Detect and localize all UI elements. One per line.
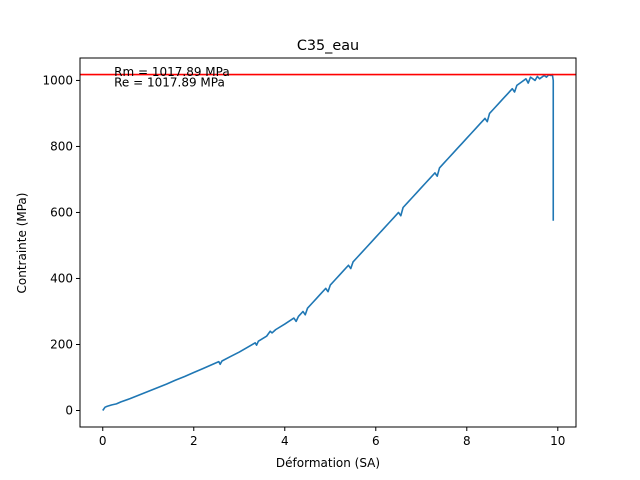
x-tick-label: 8 bbox=[463, 434, 471, 448]
x-tick-label: 0 bbox=[99, 434, 107, 448]
rm-annotation: Rm = 1017.89 MPa bbox=[114, 65, 230, 79]
x-tick-label: 10 bbox=[550, 434, 565, 448]
re-annotation: Re = 1017.89 MPa bbox=[114, 75, 225, 89]
chart-title: C35_eau bbox=[297, 38, 359, 54]
y-tick-label: 800 bbox=[50, 139, 73, 153]
y-tick-label: 0 bbox=[65, 403, 73, 417]
x-axis-title: Déformation (SA) bbox=[276, 456, 380, 470]
y-tick-label: 400 bbox=[50, 271, 73, 285]
y-axis-title: Contrainte (MPa) bbox=[15, 193, 29, 294]
x-tick-label: 4 bbox=[281, 434, 289, 448]
axes-frame bbox=[79, 57, 577, 428]
x-tick-label: 2 bbox=[190, 434, 198, 448]
series-line bbox=[102, 73, 555, 411]
x-tick-label: 6 bbox=[372, 434, 380, 448]
y-tick-label: 200 bbox=[50, 337, 73, 351]
y-tick-label: 600 bbox=[50, 205, 73, 219]
y-tick-label: 1000 bbox=[42, 73, 73, 87]
